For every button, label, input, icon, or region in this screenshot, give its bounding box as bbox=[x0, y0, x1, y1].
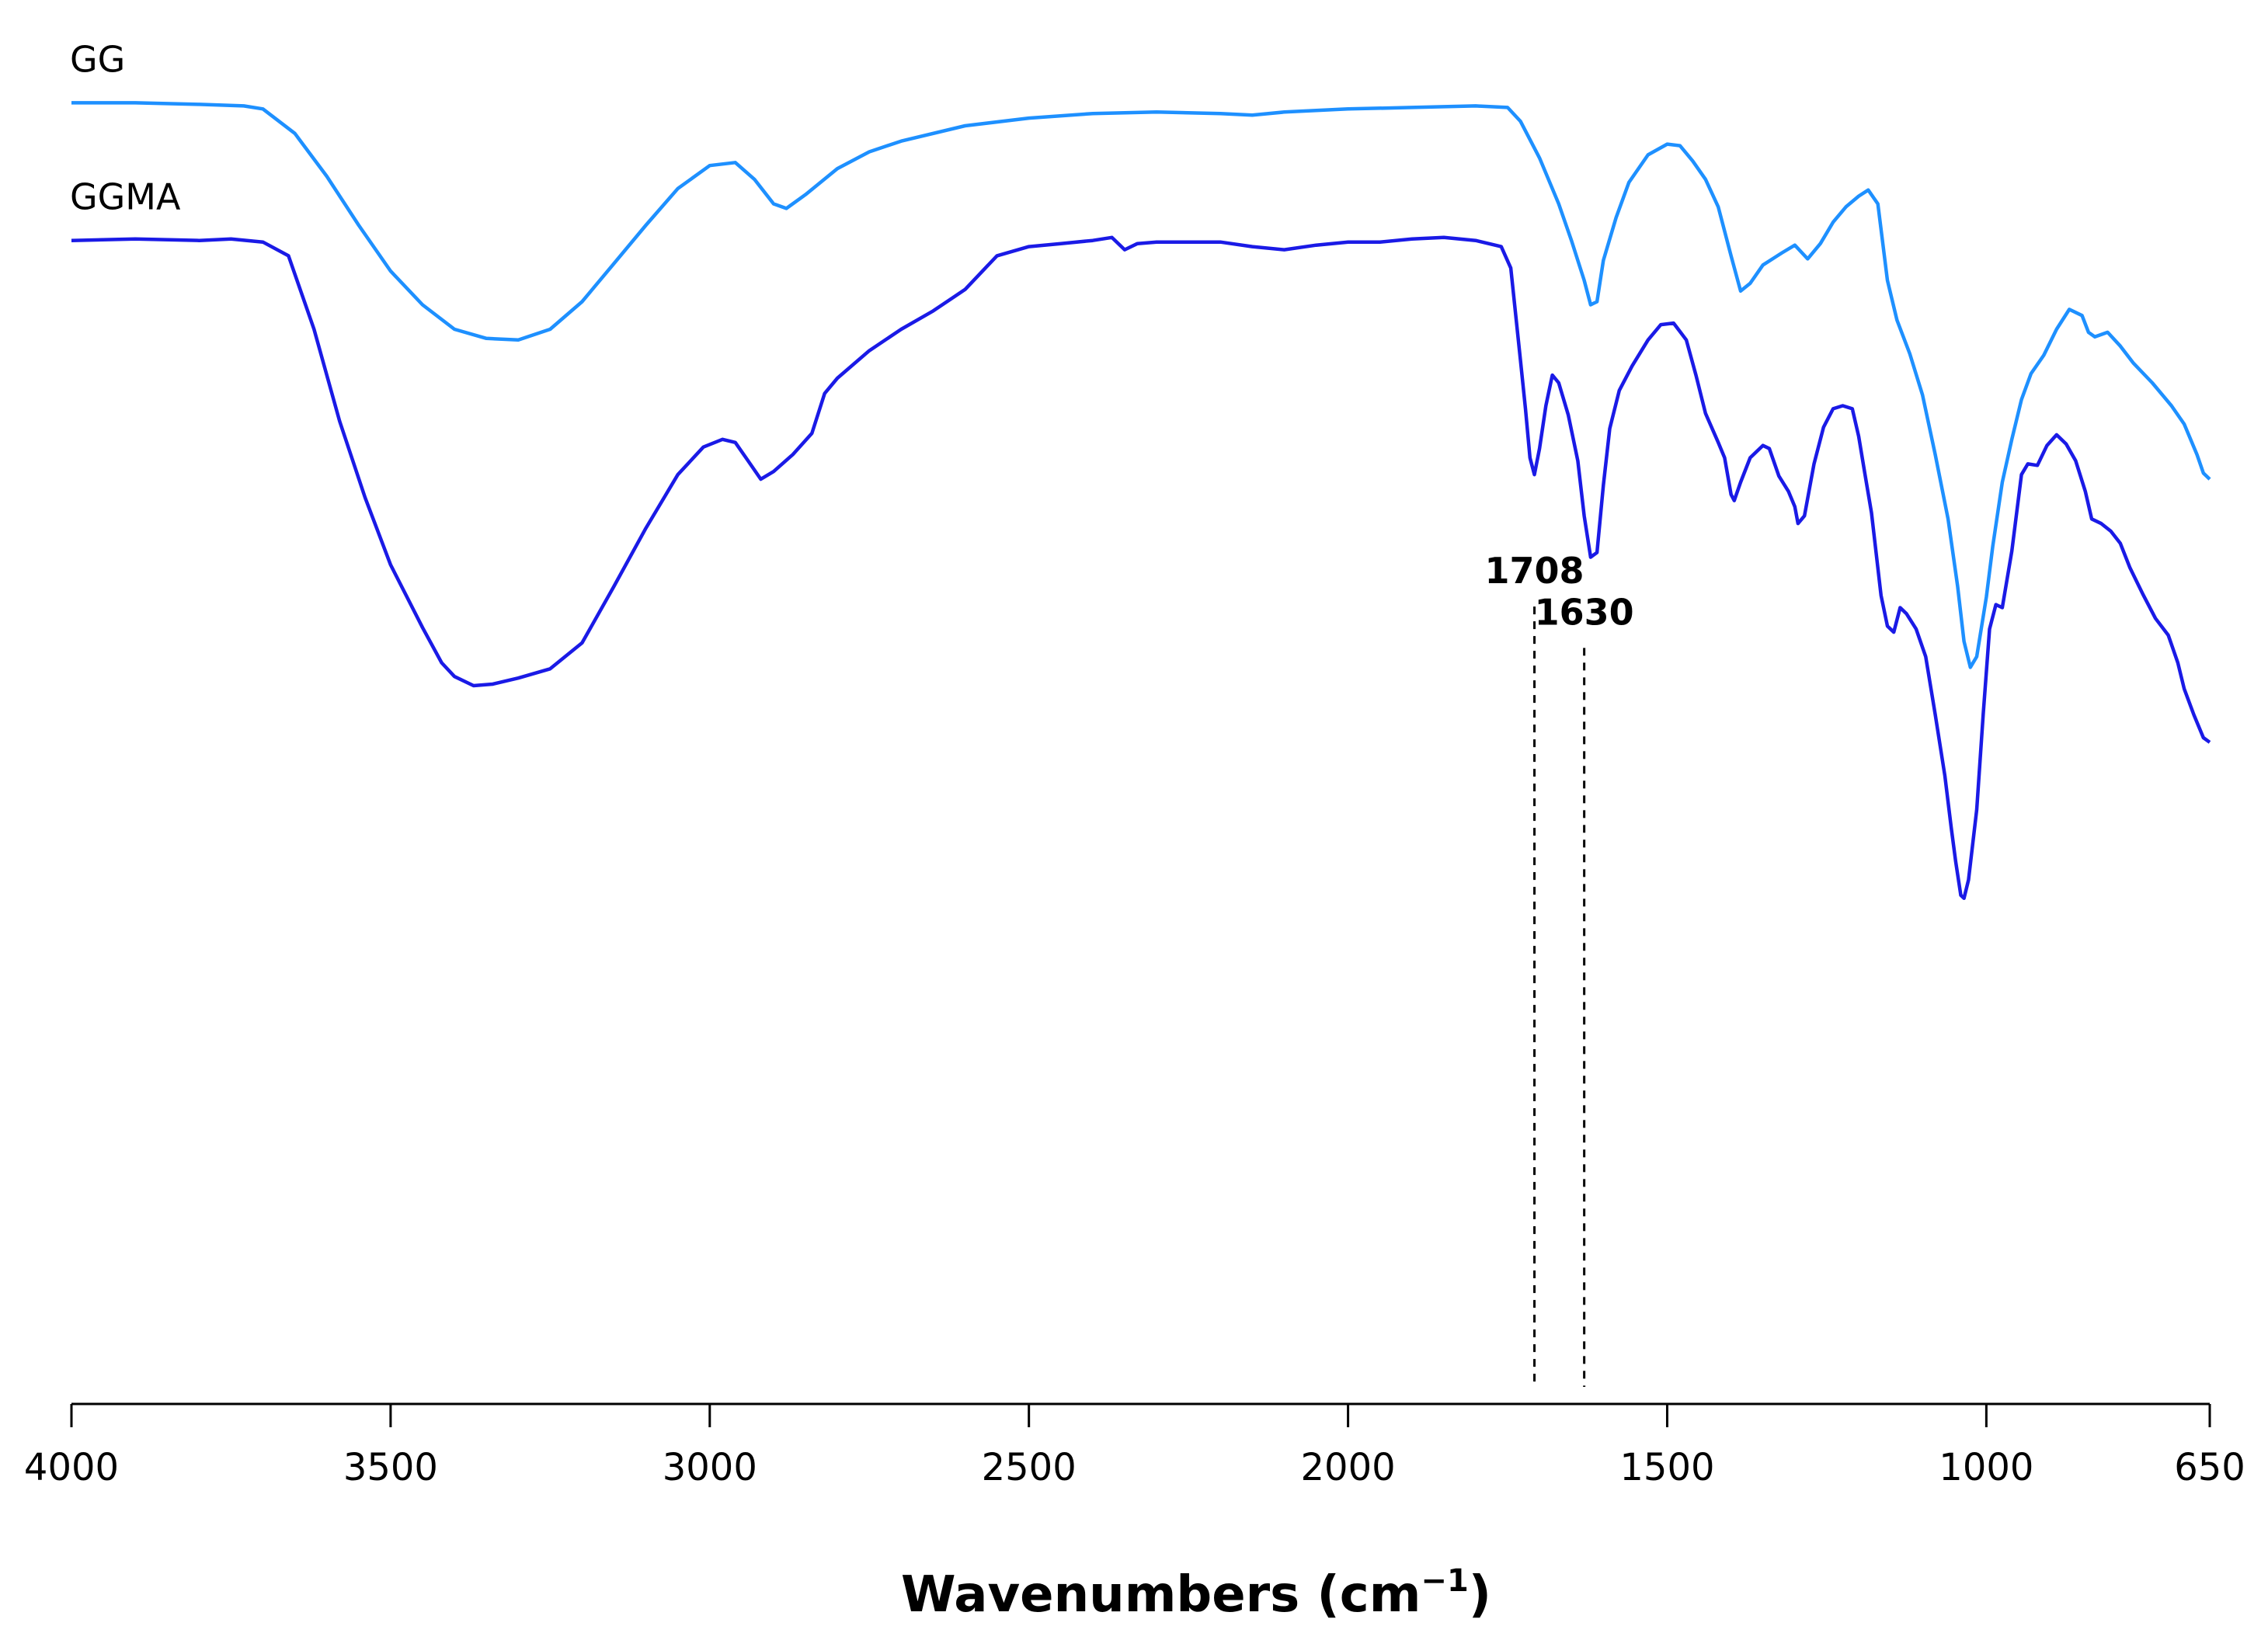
x-axis-title-superscript: −1 bbox=[1421, 1563, 1468, 1599]
x-axis-title-text: Wavenumbers (cm bbox=[901, 1566, 1421, 1624]
series-label-layer: GG GGMA bbox=[70, 38, 181, 217]
x-tick-label-2000: 2000 bbox=[1301, 1446, 1396, 1489]
series-line-gg bbox=[71, 101, 2211, 669]
x-tick-label-1000: 1000 bbox=[1939, 1446, 2033, 1489]
series-label-gg: GG bbox=[70, 38, 125, 80]
x-axis-title: Wavenumbers (cm−1) bbox=[901, 1563, 1491, 1624]
x-tick-label-3500: 3500 bbox=[343, 1446, 438, 1489]
series-label-ggma: GGMA bbox=[70, 176, 181, 218]
x-axis: 4000 3500 3000 2500 2000 1500 1000 650 bbox=[24, 1402, 2245, 1489]
series-line-ggma bbox=[71, 235, 2211, 901]
x-tick-label-2500: 2500 bbox=[982, 1446, 1077, 1489]
x-tick-label-3000: 3000 bbox=[663, 1446, 757, 1489]
annotation-label-1630: 1630 bbox=[1535, 591, 1634, 633]
series-layer bbox=[71, 101, 2211, 901]
x-tick-label-1500: 1500 bbox=[1619, 1446, 1714, 1489]
annotation-label-1708: 1708 bbox=[1485, 550, 1584, 592]
x-axis-title-close: ) bbox=[1469, 1566, 1491, 1624]
x-tick-label-4000: 4000 bbox=[24, 1446, 119, 1489]
x-tick-label-650: 650 bbox=[2174, 1446, 2245, 1489]
